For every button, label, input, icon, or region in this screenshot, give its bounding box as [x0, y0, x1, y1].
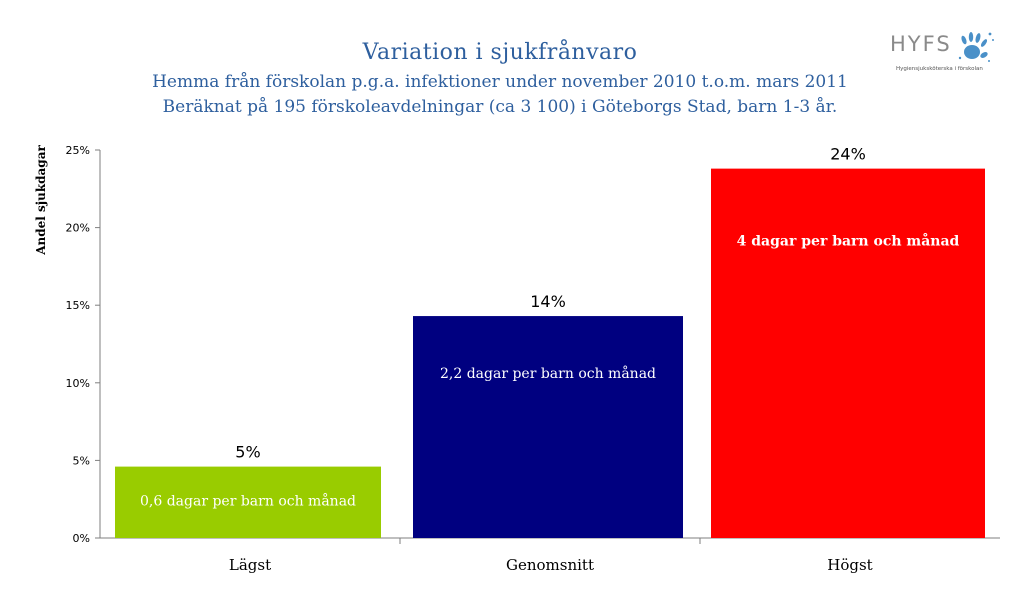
- chart-subtitle-2: Beräknat på 195 förskoleavdelningar (ca …: [162, 97, 838, 117]
- hand-print-icon: [958, 32, 994, 62]
- bar-value-label: 5%: [235, 443, 260, 462]
- axes: 0% 5% 10% 15% 20% 25% Lägst Genomsnitt Högst: [66, 144, 1000, 574]
- bar-annotation: 4 dagar per barn och månad: [737, 232, 960, 250]
- bar-annotation: 0,6 dagar per barn och månad: [140, 493, 356, 510]
- bar: [711, 168, 985, 538]
- y-axis-label: Andel sjukdagar: [34, 145, 48, 256]
- y-tick-label: 15%: [66, 299, 90, 312]
- y-tick-label: 20%: [66, 222, 90, 235]
- bar-value-label: 24%: [830, 145, 866, 164]
- hyfs-logo: HYFS Hygiensjuksköterska i förskolan: [886, 28, 998, 80]
- chart-subtitle-1: Hemma från förskolan p.g.a. infektioner …: [152, 72, 848, 92]
- chart-title: Variation i sjukfrånvaro: [362, 40, 638, 65]
- y-tick-label: 10%: [66, 377, 90, 390]
- bar-value-label: 14%: [530, 292, 566, 311]
- x-category-label: Lägst: [229, 556, 271, 574]
- y-tick-label: 25%: [66, 144, 90, 157]
- logo-name: HYFS: [890, 32, 952, 56]
- logo-tagline: Hygiensjuksköterska i förskolan: [896, 66, 983, 72]
- y-tick-label: 5%: [73, 454, 90, 467]
- chart-titles: Variation i sjukfrånvaro Hemma från förs…: [0, 36, 1000, 120]
- bar-annotation: 2,2 dagar per barn och månad: [440, 365, 656, 382]
- bar: [413, 316, 683, 538]
- y-tick-label: 0%: [73, 532, 90, 545]
- x-category-label: Högst: [827, 556, 872, 574]
- bar: [115, 466, 381, 538]
- bars: 5% 0,6 dagar per barn och månad 14% 2,2 dag…: [115, 145, 985, 538]
- x-category-label: Genomsnitt: [506, 556, 594, 574]
